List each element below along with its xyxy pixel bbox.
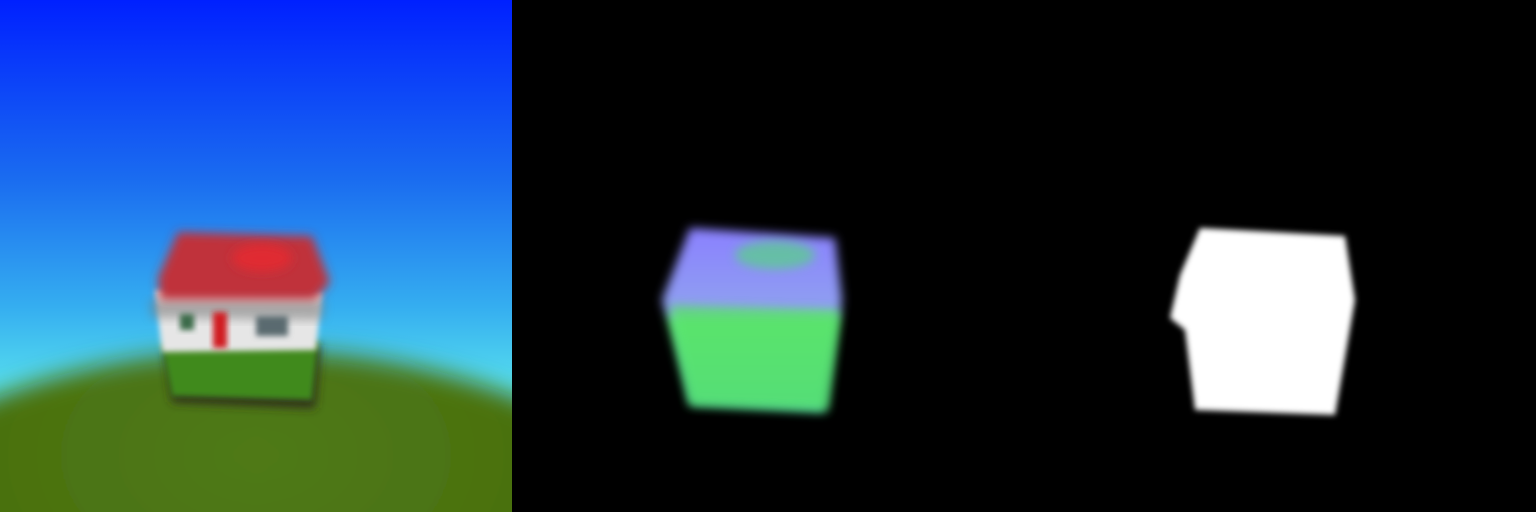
- door: [213, 312, 227, 348]
- normal-panel: [512, 0, 1024, 512]
- normal-front: [670, 305, 840, 410]
- ground: [0, 350, 512, 512]
- house-base: [162, 342, 318, 400]
- wall-shade: [150, 300, 325, 320]
- normal-roof-dip: [735, 241, 815, 269]
- house: [150, 232, 330, 408]
- window-right: [256, 316, 288, 336]
- window-left: [180, 314, 194, 330]
- mask-panel: [1024, 0, 1536, 512]
- mask-shape: [1170, 228, 1355, 415]
- roof-highlight: [232, 244, 292, 272]
- rgb-panel: [0, 0, 512, 512]
